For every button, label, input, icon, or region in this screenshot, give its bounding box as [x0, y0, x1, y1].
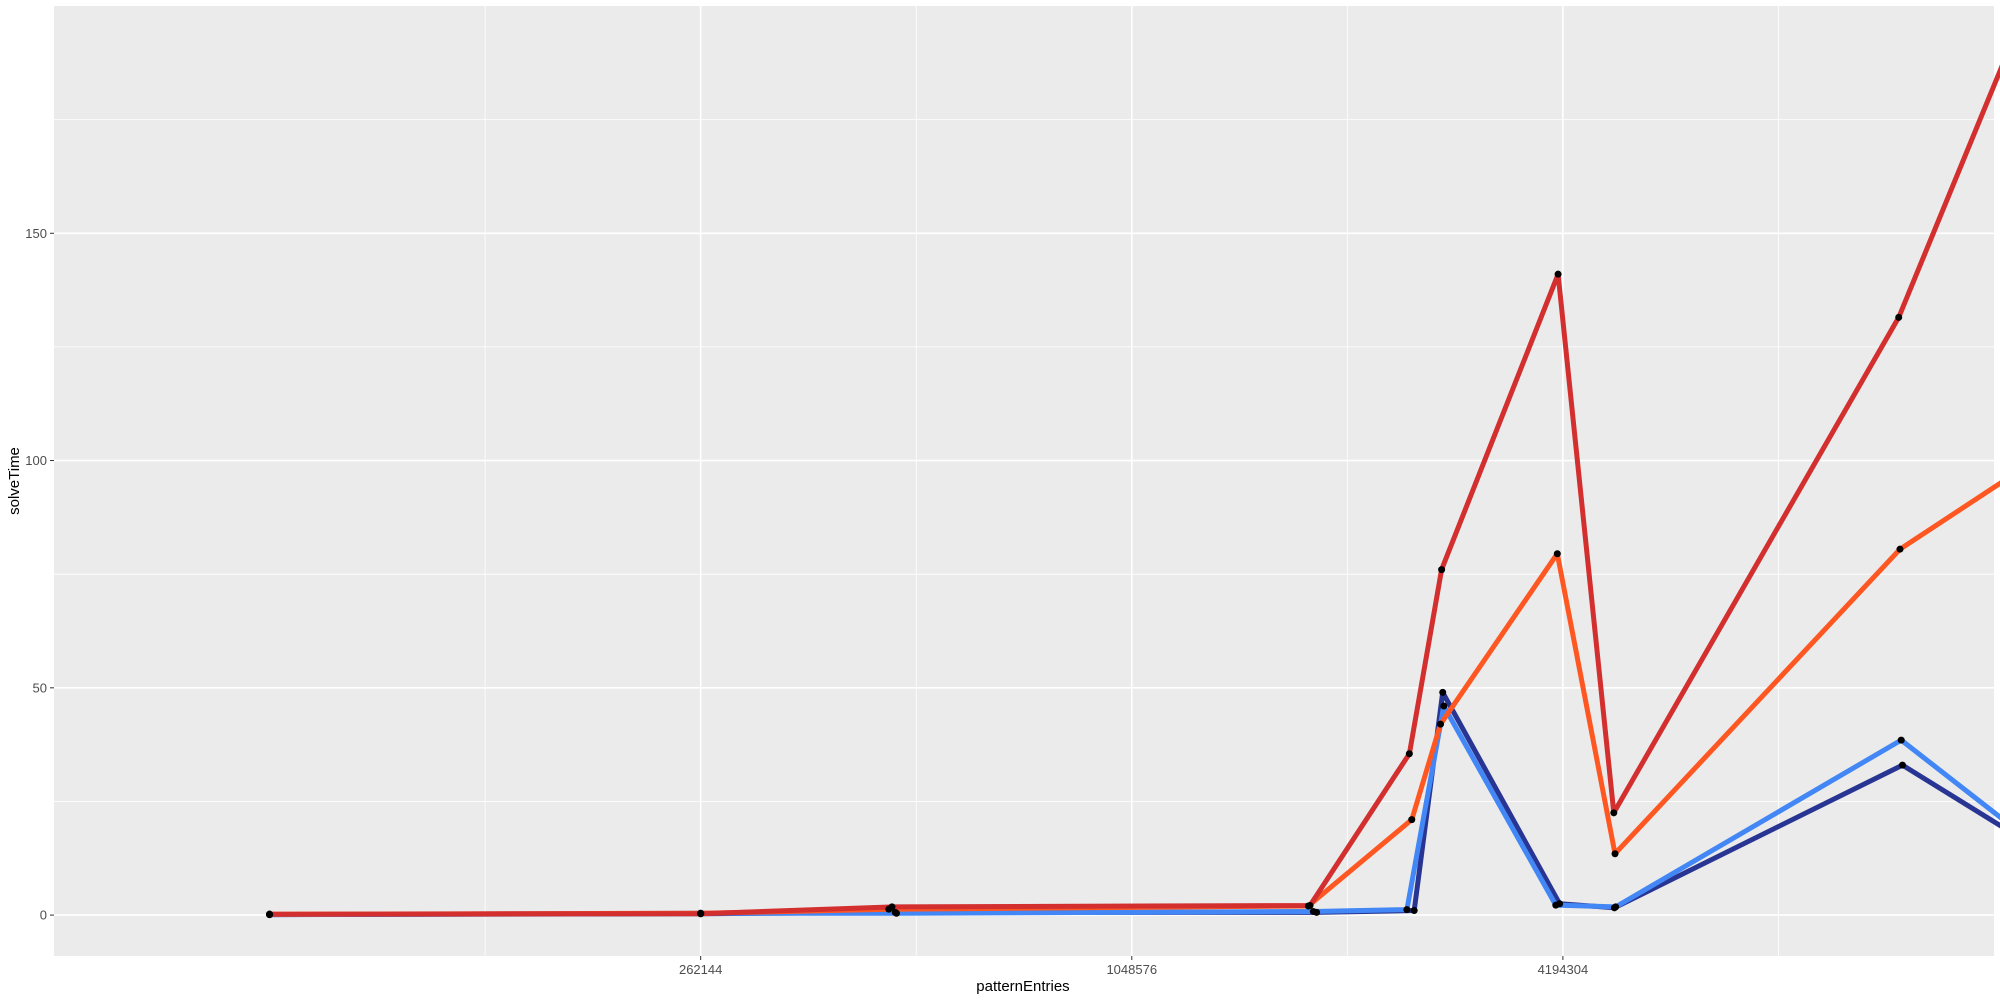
data-point-series-4	[1306, 902, 1314, 910]
x-tick-label: 262144	[679, 962, 722, 977]
data-point-series-3	[1611, 850, 1619, 858]
data-point-series-2	[1612, 903, 1620, 911]
data-point-series-3	[1437, 720, 1445, 728]
data-points	[266, 270, 1906, 919]
data-point-series-4	[697, 910, 705, 918]
data-point-series-4	[888, 903, 896, 911]
data-point-series-4	[1405, 750, 1413, 758]
data-point-series-2	[1309, 907, 1317, 915]
data-point-series-1	[1439, 688, 1447, 696]
series	[267, 64, 2000, 918]
data-point-series-3	[1408, 816, 1416, 824]
series-line-4	[267, 64, 2000, 917]
data-point-series-2	[892, 909, 900, 917]
data-point-series-4	[1554, 270, 1562, 278]
data-point-series-2	[1403, 906, 1411, 914]
x-tick-label: 4194304	[1538, 962, 1589, 977]
data-point-series-4	[1895, 313, 1903, 321]
x-tick-label: 1048576	[1106, 962, 1157, 977]
data-point-series-4	[266, 910, 274, 918]
data-point-series-3	[1553, 550, 1561, 558]
axes: 0 50 100 150 262144 1048576 4194304	[25, 226, 1588, 977]
y-tick-label: 50	[33, 680, 47, 695]
data-point-series-2	[1552, 901, 1560, 909]
data-point-series-3	[1896, 545, 1904, 553]
data-point-series-1	[1410, 907, 1418, 915]
y-tick-label: 0	[40, 908, 47, 923]
data-point-series-4	[1438, 566, 1446, 574]
data-point-series-2	[1440, 702, 1448, 710]
data-point-series-1	[1898, 761, 1906, 769]
x-axis-title: patternEntries	[976, 978, 1069, 995]
data-point-series-2	[1897, 736, 1905, 744]
y-axis-title: solveTime	[6, 447, 23, 515]
data-point-series-4	[1610, 809, 1618, 817]
plot-panel	[54, 6, 1994, 956]
y-tick-label: 100	[25, 453, 47, 468]
y-tick-label: 150	[25, 226, 47, 241]
